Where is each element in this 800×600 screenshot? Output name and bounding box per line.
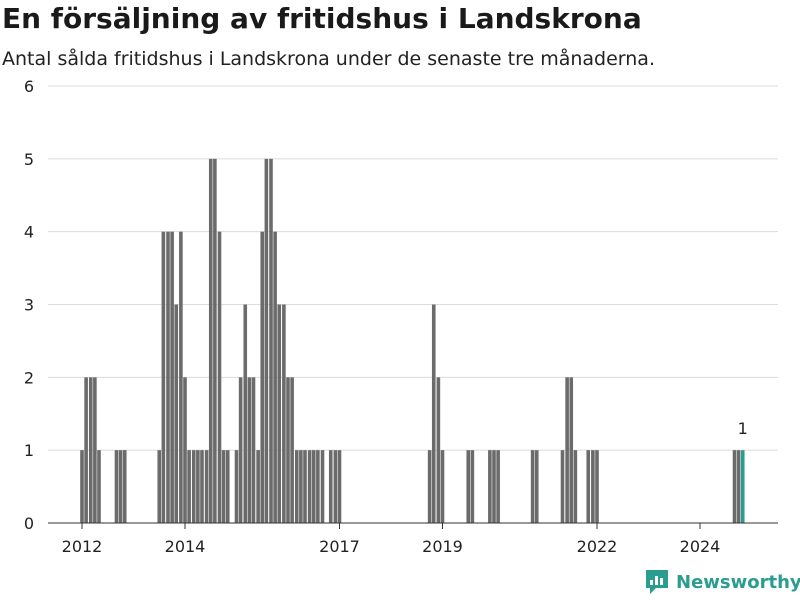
bar [488,450,492,523]
bar [161,231,166,523]
y-tick-label: 3 [24,296,34,315]
bar [277,304,282,523]
y-tick-label: 5 [24,150,34,169]
bar [427,450,432,523]
bar [191,450,196,523]
bar [320,450,325,523]
x-tick-label: 2024 [680,537,721,556]
bar [565,377,569,523]
bar [213,158,217,524]
bar [122,450,127,523]
y-tick-label: 4 [24,223,34,242]
bar [560,450,565,523]
bar [273,231,277,523]
bar [328,450,333,523]
bar [470,450,475,523]
x-tick-label: 2019 [422,537,463,556]
x-tick-label: 2012 [62,537,103,556]
bars [80,158,745,524]
bar [440,450,445,523]
bar [88,377,93,523]
bar [299,450,303,523]
bar [93,377,97,523]
chart-title: En försäljning av fritidshus i Landskron… [2,2,642,35]
y-tick-label: 1 [24,441,34,460]
annotations: 1 [738,419,748,438]
bar [337,450,342,523]
bar [534,450,539,523]
bar [204,450,209,523]
bar [256,450,260,523]
bar [591,450,595,523]
bar [736,450,741,523]
bar [208,158,213,524]
bar [431,304,436,523]
bar [114,450,119,523]
bar [307,450,312,523]
bar [238,377,243,523]
bar [243,304,248,523]
bar [225,450,230,523]
y-tick-label: 0 [24,514,34,533]
grid-lines [48,85,778,451]
bar [732,450,737,523]
bar [260,231,265,523]
bar [466,450,471,523]
bar [530,450,535,523]
brand-name: Newsworthy [676,571,800,593]
newsworthy-logo-icon [646,570,668,594]
bar [166,231,170,523]
bar [286,377,290,523]
bar [303,450,307,523]
bar [174,304,179,523]
bar [196,450,200,523]
bar [595,450,599,523]
bar [84,377,88,523]
bar [586,450,591,523]
bar [217,231,222,523]
bar [294,450,299,523]
bar [118,450,123,523]
chart-subtitle: Antal sålda fritidshus i Landskrona unde… [2,48,655,70]
bar [179,231,183,523]
bar [183,377,187,523]
x-tick-label: 2014 [165,537,206,556]
bar [573,450,578,523]
x-axis-labels: 2012 2014 2017 2019 2022 2024 [62,523,721,556]
bar [269,158,273,524]
bar [496,450,500,523]
bar [282,304,286,523]
bar [187,450,191,523]
bar [157,450,162,523]
bar [80,450,84,523]
bar [316,450,320,523]
y-tick-label: 2 [24,368,34,387]
bar [492,450,496,523]
x-tick-label: 2022 [577,537,618,556]
value-annotation: 1 [738,419,748,438]
bar [333,450,338,523]
bar [97,450,101,523]
y-axis-labels: 0 1 2 3 4 5 6 [24,77,34,533]
x-tick-label: 2017 [319,537,360,556]
bar [221,450,226,523]
bar [264,158,269,524]
y-tick-label: 6 [24,77,34,96]
bar [569,377,574,523]
bar [200,450,204,523]
brand-logo: Newsworthy [644,568,800,596]
bar [311,450,316,523]
bar [436,377,441,523]
bar [247,377,252,523]
bar [251,377,256,523]
bar [234,450,239,523]
bar [740,450,745,523]
bar [290,377,294,523]
bar [170,231,174,523]
